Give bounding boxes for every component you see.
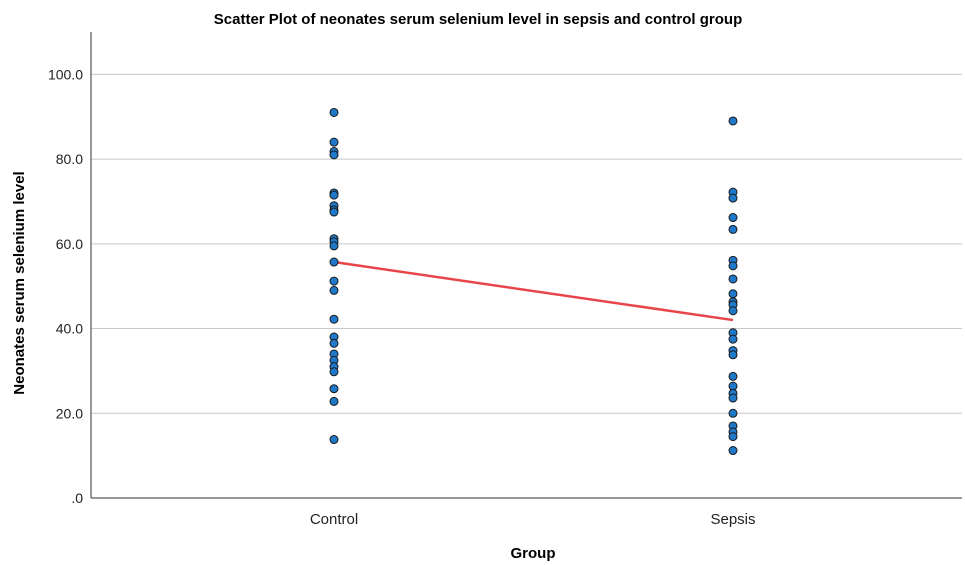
x-axis-categories: Control Sepsis	[310, 511, 756, 528]
data-point	[728, 446, 738, 456]
data-point	[728, 261, 738, 271]
mean-line	[333, 260, 734, 322]
mean-line-group	[333, 260, 734, 322]
x-category-label: Sepsis	[710, 511, 755, 528]
y-tick-label: 100.0	[48, 66, 83, 82]
data-point	[728, 213, 738, 223]
data-point	[728, 274, 738, 284]
data-point	[728, 224, 738, 234]
data-point	[329, 276, 339, 286]
data-point	[329, 314, 339, 324]
x-axis-title: Group	[511, 545, 556, 562]
data-point	[329, 137, 339, 147]
data-point	[329, 367, 339, 377]
y-axis-title: Neonates serum selenium level	[11, 171, 28, 394]
y-axis-ticks: .0 20.0 40.0 60.0 80.0 100.0	[48, 66, 83, 506]
data-point	[728, 289, 738, 299]
y-tick-label: 20.0	[56, 405, 83, 421]
data-point	[329, 257, 339, 267]
data-point	[329, 285, 339, 295]
data-point	[728, 393, 738, 403]
data-point	[329, 435, 339, 445]
data-point	[728, 334, 738, 344]
data-point	[728, 116, 738, 126]
data-point	[728, 432, 738, 442]
y-tick-label: 80.0	[56, 151, 83, 167]
chart-title: Scatter Plot of neonates serum selenium …	[214, 11, 742, 28]
x-category-label: Control	[310, 511, 358, 528]
data-point	[728, 306, 738, 316]
data-point	[329, 396, 339, 406]
data-point	[728, 371, 738, 381]
data-point	[329, 384, 339, 394]
y-tick-label: 40.0	[56, 321, 83, 337]
axes	[90, 32, 962, 499]
data-point	[329, 207, 339, 217]
data-point	[728, 408, 738, 418]
data-points	[329, 107, 738, 456]
gridlines	[91, 73, 962, 414]
data-point	[329, 150, 339, 160]
y-tick-label: 60.0	[56, 236, 83, 252]
y-tick-label: .0	[71, 490, 83, 506]
data-point	[329, 107, 339, 117]
data-point	[329, 241, 339, 251]
data-point	[728, 193, 738, 203]
data-point	[329, 338, 339, 348]
data-point	[329, 190, 339, 200]
data-point	[728, 350, 738, 360]
